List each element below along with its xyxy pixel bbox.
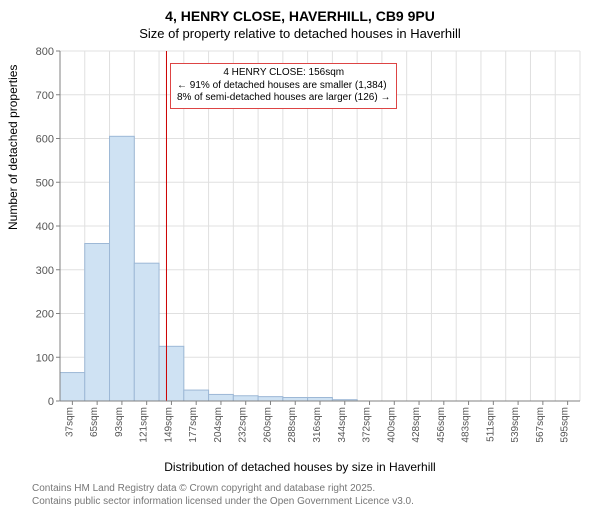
svg-text:595sqm: 595sqm bbox=[560, 407, 571, 443]
annotation-line: ← 91% of detached houses are smaller (1,… bbox=[177, 80, 390, 93]
svg-text:65sqm: 65sqm bbox=[89, 407, 100, 437]
svg-text:93sqm: 93sqm bbox=[114, 407, 125, 437]
svg-text:204sqm: 204sqm bbox=[213, 407, 224, 443]
svg-text:400sqm: 400sqm bbox=[386, 407, 397, 443]
annotation-box: 4 HENRY CLOSE: 156sqm← 91% of detached h… bbox=[170, 63, 397, 109]
histogram-bar bbox=[233, 396, 258, 401]
histogram-bar bbox=[110, 136, 135, 401]
chart-container: 4, HENRY CLOSE, HAVERHILL, CB9 9PU Size … bbox=[0, 0, 600, 500]
svg-text:149sqm: 149sqm bbox=[163, 407, 174, 443]
svg-text:232sqm: 232sqm bbox=[238, 407, 249, 443]
svg-text:344sqm: 344sqm bbox=[337, 407, 348, 443]
histogram-bar bbox=[258, 397, 283, 401]
histogram-bar bbox=[134, 263, 159, 401]
svg-text:316sqm: 316sqm bbox=[312, 407, 323, 443]
svg-text:100: 100 bbox=[36, 352, 54, 364]
histogram-bar bbox=[209, 394, 234, 401]
annotation-line: 4 HENRY CLOSE: 156sqm bbox=[177, 67, 390, 80]
svg-text:456sqm: 456sqm bbox=[436, 407, 447, 443]
svg-text:372sqm: 372sqm bbox=[362, 407, 373, 443]
svg-text:539sqm: 539sqm bbox=[510, 407, 521, 443]
svg-text:600: 600 bbox=[36, 134, 54, 146]
svg-text:177sqm: 177sqm bbox=[188, 407, 199, 443]
svg-text:567sqm: 567sqm bbox=[535, 407, 546, 443]
svg-text:428sqm: 428sqm bbox=[411, 407, 422, 443]
histogram-bar bbox=[184, 390, 209, 401]
histogram-bar bbox=[85, 244, 110, 402]
x-axis-label: Distribution of detached houses by size … bbox=[0, 460, 600, 474]
svg-text:288sqm: 288sqm bbox=[287, 407, 298, 443]
histogram-bar bbox=[159, 346, 184, 401]
histogram-bar bbox=[308, 398, 333, 402]
histogram-bar bbox=[283, 398, 308, 402]
svg-text:37sqm: 37sqm bbox=[64, 407, 75, 437]
svg-text:511sqm: 511sqm bbox=[485, 407, 496, 442]
title-sub: Size of property relative to detached ho… bbox=[0, 24, 600, 41]
svg-text:121sqm: 121sqm bbox=[139, 407, 150, 443]
annotation-line: 8% of semi-detached houses are larger (1… bbox=[177, 92, 390, 105]
histogram-bar bbox=[60, 373, 85, 401]
svg-text:700: 700 bbox=[36, 90, 54, 102]
svg-text:500: 500 bbox=[36, 177, 54, 189]
footer-attribution: Contains HM Land Registry data © Crown c… bbox=[0, 474, 600, 508]
svg-text:400: 400 bbox=[36, 221, 54, 233]
footer-line-1: Contains HM Land Registry data © Crown c… bbox=[32, 482, 600, 495]
svg-text:800: 800 bbox=[36, 46, 54, 58]
title-main: 4, HENRY CLOSE, HAVERHILL, CB9 9PU bbox=[0, 0, 600, 24]
svg-text:200: 200 bbox=[36, 309, 54, 321]
footer-line-2: Contains public sector information licen… bbox=[32, 495, 600, 508]
svg-text:483sqm: 483sqm bbox=[461, 407, 472, 443]
svg-text:260sqm: 260sqm bbox=[262, 407, 273, 443]
svg-text:0: 0 bbox=[48, 396, 54, 408]
plot-area: 0 100 200 300 400 500 600 700 800 37sqm 65sqm 93sqm… bbox=[0, 41, 600, 456]
svg-text:300: 300 bbox=[36, 265, 54, 277]
